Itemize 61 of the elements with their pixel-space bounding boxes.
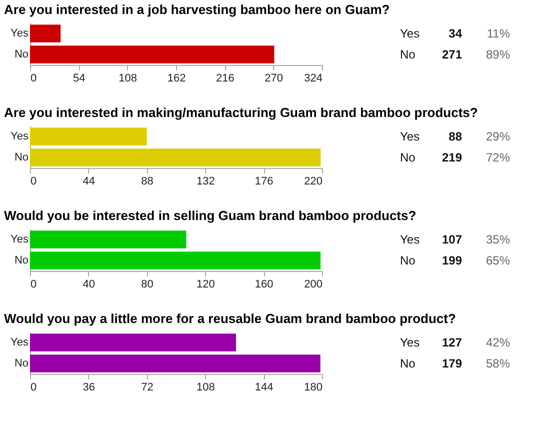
data-label: 127 [442, 336, 462, 350]
x-tick-label: 88 [141, 176, 154, 188]
y-tick-label: Yes [10, 130, 29, 143]
chart-title: Would you pay a little more for a reusable Guam brand bamboo product? [4, 311, 456, 326]
x-tick-label: 180 [304, 382, 322, 394]
x-tick-label: 0 [30, 278, 37, 290]
x-tick-label: 0 [30, 382, 37, 394]
data-label: 88 [448, 130, 462, 144]
chart-title: Are you interested in making/manufacturing Guam brand bamboo products? [4, 105, 478, 120]
y-tick-label: No [14, 151, 28, 164]
data-label: 179 [442, 356, 462, 370]
x-tick-label: 108 [118, 72, 138, 84]
data-label: 107 [442, 232, 462, 247]
x-tick-label: 40 [82, 278, 96, 290]
x-tick-label: 162 [167, 72, 186, 84]
category-label: Yes [400, 130, 420, 144]
data-label: 199 [442, 253, 462, 268]
y-tick-label: No [14, 48, 28, 60]
x-tick-label: 216 [216, 72, 234, 84]
y-tick-label: Yes [10, 28, 29, 40]
x-tick-label: 160 [254, 278, 274, 290]
category-label: No [400, 150, 416, 164]
y-tick-label: No [14, 357, 28, 370]
text: 42% [486, 336, 510, 350]
text: 29% [486, 130, 510, 144]
x-tick-label: 0 [30, 72, 37, 84]
category-label: No [400, 356, 416, 370]
x-tick-label: 54 [73, 72, 86, 84]
x-tick-label: 108 [196, 382, 215, 394]
text: 11% [486, 26, 510, 41]
category-label: Yes [400, 232, 420, 247]
x-tick-label: 72 [141, 382, 154, 394]
data-label: 34 [448, 26, 462, 41]
text: 35% [486, 232, 510, 247]
data-label: 271 [442, 47, 462, 62]
category-label: No [400, 253, 416, 268]
text: 58% [486, 356, 510, 370]
data-label: 219 [442, 150, 462, 164]
x-tick-label: 324 [304, 72, 322, 84]
x-tick-label: 132 [196, 176, 215, 188]
x-tick-label: 270 [264, 72, 284, 84]
y-tick-label: No [14, 254, 28, 266]
x-tick-label: 0 [30, 176, 37, 188]
x-tick-label: 176 [254, 176, 274, 188]
y-tick-label: Yes [10, 336, 29, 349]
chart-title: Would you be interested in selling Guam brand bamboo products? [4, 208, 416, 223]
text: 72% [486, 150, 510, 164]
x-tick-label: 144 [254, 382, 274, 394]
x-tick-label: 80 [141, 278, 154, 290]
x-tick-label: 220 [304, 176, 322, 188]
x-tick-label: 200 [304, 278, 322, 290]
category-label: No [400, 47, 416, 62]
y-tick-label: Yes [10, 234, 29, 246]
text: 89% [486, 47, 510, 62]
x-tick-label: 36 [82, 382, 96, 394]
x-tick-label: 120 [196, 278, 215, 290]
category-label: Yes [400, 336, 420, 350]
text: 65% [486, 253, 510, 268]
category-label: Yes [400, 26, 420, 41]
x-tick-label: 44 [82, 176, 96, 188]
chart-title: Are you interested in a job harvesting bamboo here on Guam? [4, 2, 390, 17]
